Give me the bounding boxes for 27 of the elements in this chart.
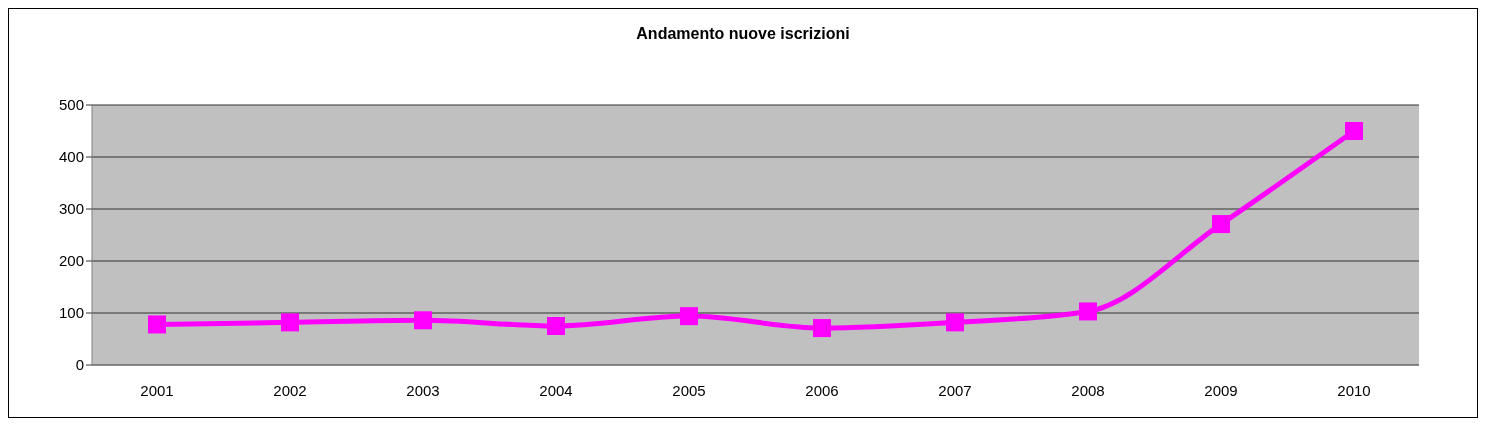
y-tick-label: 200 — [58, 252, 84, 270]
point — [1345, 122, 1363, 140]
point — [547, 317, 565, 335]
point — [148, 315, 166, 334]
point — [414, 311, 432, 330]
point — [680, 307, 698, 326]
y-tick-label: 400 — [58, 148, 84, 166]
x-tick-label: 2009 — [1204, 381, 1238, 399]
x-tick-label: 2002 — [273, 381, 307, 399]
x-tick-label: 2005 — [672, 381, 706, 399]
point — [281, 313, 299, 332]
x-tick-label: 2006 — [805, 381, 839, 399]
point — [946, 313, 964, 332]
x-tick-label: 2008 — [1071, 381, 1105, 399]
point — [1212, 215, 1230, 234]
x-tick-label: 2007 — [938, 381, 972, 399]
y-tick-label: 100 — [58, 304, 84, 322]
x-tick-label: 2003 — [406, 381, 440, 399]
chart-title: Andamento nuove iscrizioni — [635, 24, 851, 44]
y-tick-label: 500 — [58, 96, 84, 114]
y-tick-label: 300 — [58, 200, 84, 218]
x-tick-label: 2004 — [539, 381, 573, 399]
x-tick-label: 2001 — [140, 381, 174, 399]
x-tick-label: 2010 — [1337, 381, 1371, 399]
point — [813, 319, 831, 338]
y-tick-label: 0 — [75, 356, 84, 374]
point — [1079, 302, 1097, 321]
